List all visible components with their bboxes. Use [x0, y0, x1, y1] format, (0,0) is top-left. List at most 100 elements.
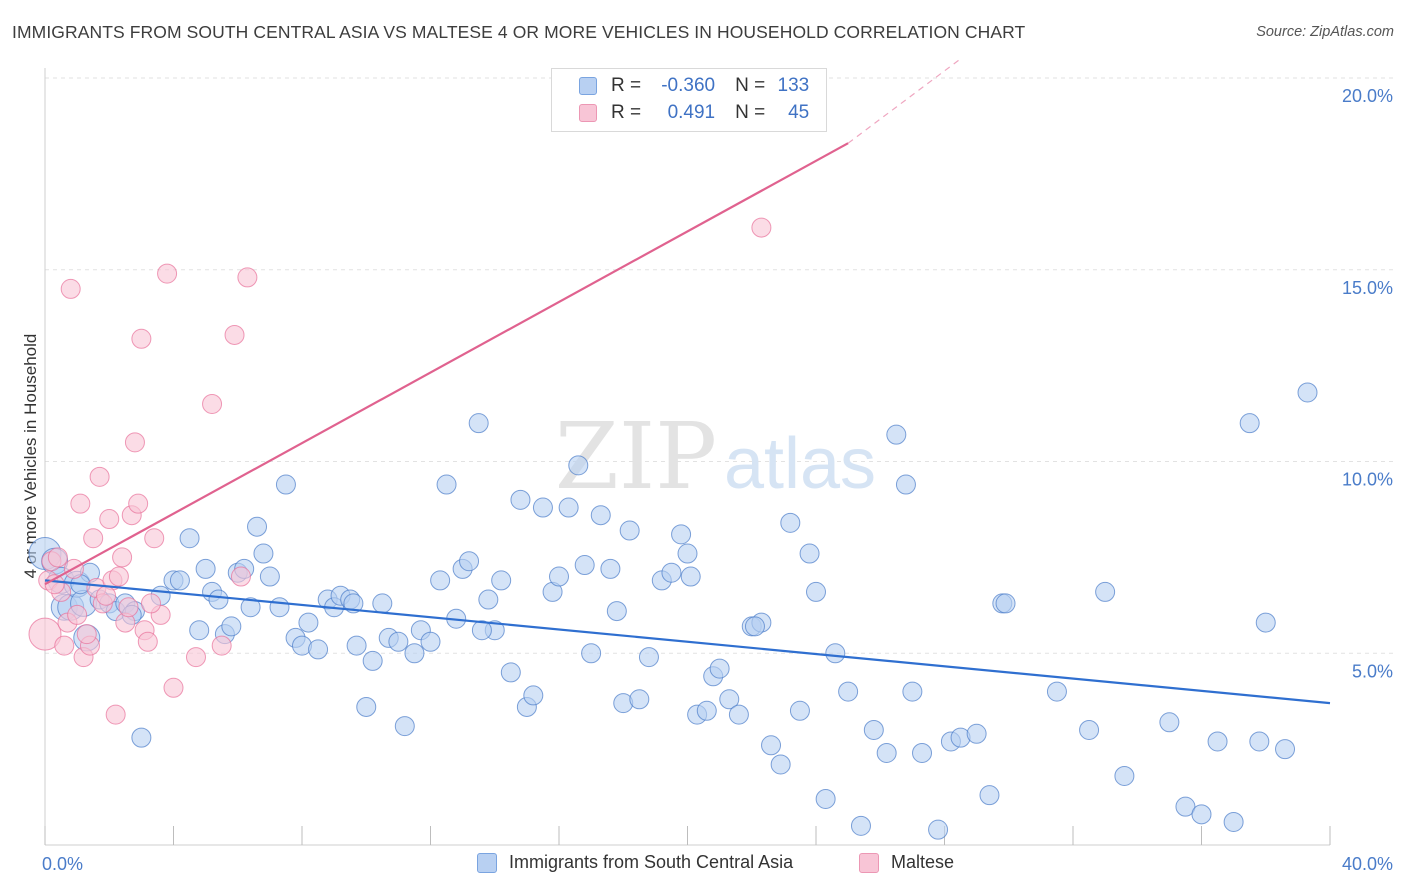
immigrants-point: [1114, 765, 1135, 786]
immigrants-point: [1223, 811, 1244, 832]
maltese-point: [76, 624, 97, 645]
immigrants-point: [1297, 382, 1318, 403]
immigrants-point: [619, 520, 640, 541]
immigrants-point: [728, 704, 749, 725]
immigrants-point: [346, 635, 367, 656]
immigrants-point: [680, 566, 701, 587]
maltese-point: [83, 528, 104, 549]
immigrants-point: [404, 643, 425, 664]
trend-lines: [44, 58, 1331, 705]
r-value: -0.360: [661, 75, 716, 96]
maltese-point: [44, 574, 65, 595]
maltese-point: [124, 432, 145, 453]
maltese-point: [108, 566, 129, 587]
immigrants-point: [581, 643, 602, 664]
source-attribution: Source: ZipAtlas.com: [1256, 24, 1394, 40]
immigrants-point: [275, 474, 296, 495]
maltese-point: [99, 509, 120, 530]
immigrants-point: [253, 543, 274, 564]
r-value: 0.491: [667, 102, 716, 123]
immigrants-point: [420, 631, 441, 652]
immigrants-point: [629, 689, 650, 710]
immigrants-point: [221, 616, 242, 637]
immigrants-point: [298, 612, 319, 633]
immigrants-point: [1079, 719, 1100, 740]
y-tick-label: 20.0%: [1342, 86, 1393, 106]
immigrants-point: [1095, 581, 1116, 602]
maltese-point: [67, 604, 88, 625]
immigrants-point: [590, 505, 611, 526]
maltese-point: [118, 597, 139, 618]
maltese-point: [144, 528, 165, 549]
immigrants-point: [269, 597, 290, 618]
maltese-trend-extension: [847, 58, 961, 144]
immigrants-point: [308, 639, 329, 660]
immigrants-point: [179, 528, 200, 549]
blue-swatch-icon: [579, 77, 597, 95]
immigrants-point: [259, 566, 280, 587]
blue-legend-swatch-icon: [477, 852, 497, 873]
stats-box: R = -0.360 N = 133 R = 0.491 N = 45: [551, 68, 827, 132]
maltese-point: [237, 267, 258, 288]
immigrants-point: [1159, 712, 1180, 733]
immigrants-point: [780, 512, 801, 533]
immigrants-point: [343, 593, 364, 614]
legend-item-immigrants: Immigrants from South Central Asia: [477, 852, 793, 873]
immigrants-point: [979, 785, 1000, 806]
immigrants-point: [430, 570, 451, 591]
maltese-point: [163, 677, 184, 698]
immigrants-point: [478, 589, 499, 610]
immigrants-point: [568, 455, 589, 476]
immigrants-point: [789, 700, 810, 721]
r-label: R =: [611, 75, 642, 96]
n-label: N =: [735, 75, 766, 96]
immigrants-point: [744, 616, 765, 637]
immigrants-point: [770, 754, 791, 775]
y-axis-label: 4 or more Vehicles in Household: [21, 334, 40, 579]
immigrants-point: [1046, 681, 1067, 702]
y-tick-label: 15.0%: [1342, 278, 1393, 298]
immigrants-point: [815, 788, 836, 809]
maltese-point: [141, 593, 162, 614]
immigrants-point: [532, 497, 553, 518]
immigrants-point: [471, 620, 492, 641]
n-value: 133: [777, 75, 810, 96]
maltese-point: [137, 631, 158, 652]
immigrants-point: [838, 681, 859, 702]
immigrants-point: [510, 489, 531, 510]
immigrants-point: [902, 681, 923, 702]
n-label: N =: [735, 102, 766, 123]
maltese-trend-line: [44, 142, 849, 586]
immigrants-point: [863, 719, 884, 740]
legend-label-immigrants: Immigrants from South Central Asia: [509, 852, 794, 872]
maltese-point: [105, 704, 126, 725]
immigrants-point: [606, 601, 627, 622]
watermark-atlas: atlas: [724, 424, 876, 504]
immigrants-point: [886, 424, 907, 445]
maltese-point: [54, 635, 75, 656]
x-tick-label: 0.0%: [42, 854, 83, 874]
immigrants-point: [558, 497, 579, 518]
immigrants-point: [356, 696, 377, 717]
r-label: R =: [611, 102, 642, 123]
maltese-point: [60, 278, 81, 299]
immigrants-point: [912, 742, 933, 763]
immigrants-point: [491, 570, 512, 591]
immigrants-point: [240, 597, 261, 618]
immigrants-point: [995, 593, 1016, 614]
immigrants-point: [600, 558, 621, 579]
y-tick-labels: 5.0% 10.0% 15.0% 20.0%: [1342, 86, 1393, 681]
pink-legend-swatch-icon: [859, 852, 879, 873]
watermark: ZIP atlas: [555, 403, 876, 510]
immigrants-point: [459, 551, 480, 572]
immigrants-point: [468, 413, 489, 434]
maltese-point: [230, 566, 251, 587]
n-value: 45: [788, 102, 810, 123]
axes: [44, 68, 1331, 846]
immigrants-point: [895, 474, 916, 495]
immigrants-point: [1239, 413, 1260, 434]
immigrants-point: [388, 631, 409, 652]
immigrants-point: [189, 620, 210, 641]
pink-swatch-icon: [579, 104, 597, 122]
